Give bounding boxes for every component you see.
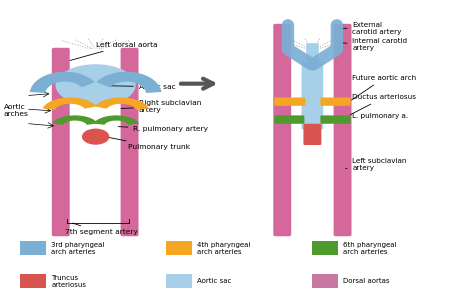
Polygon shape [93,115,139,125]
Ellipse shape [82,129,109,145]
Text: Aortic sac: Aortic sac [197,278,232,284]
Polygon shape [43,98,97,110]
Text: Aortic
arches: Aortic arches [4,104,28,117]
Text: Internal carotid
artery: Internal carotid artery [340,38,408,51]
Ellipse shape [55,64,136,106]
Text: 4th pharyngeal
arch arteries: 4th pharyngeal arch arteries [197,242,251,255]
FancyBboxPatch shape [320,98,351,106]
FancyBboxPatch shape [274,115,304,124]
Bar [20,241,46,255]
Text: Left dorsal aorta: Left dorsal aorta [70,42,157,60]
Polygon shape [52,115,98,125]
Text: External
carotid artery: External carotid artery [340,22,402,35]
Text: Dorsal aortas: Dorsal aortas [344,278,390,284]
Text: Future aortic arch: Future aortic arch [351,75,417,100]
FancyBboxPatch shape [274,98,305,106]
Text: 6th pharyngeal
arch arteries: 6th pharyngeal arch arteries [344,242,397,255]
FancyBboxPatch shape [52,48,70,236]
Text: Aortic sac: Aortic sac [110,84,176,90]
FancyBboxPatch shape [320,115,351,124]
Bar [166,241,192,255]
Text: L. pulmonary a.: L. pulmonary a. [348,113,409,122]
FancyBboxPatch shape [273,24,291,236]
FancyBboxPatch shape [301,62,323,130]
Text: Ductus arteriosus: Ductus arteriosus [350,94,417,115]
Bar [312,241,338,255]
FancyBboxPatch shape [303,124,321,145]
Text: 3rd pharyngeal
arch arteries: 3rd pharyngeal arch arteries [51,242,105,255]
Polygon shape [95,98,149,110]
Polygon shape [96,72,162,93]
Text: Truncus
arteriosus: Truncus arteriosus [51,275,86,288]
Text: R. pulmonary artery: R. pulmonary artery [118,127,209,133]
Bar [166,274,192,288]
FancyBboxPatch shape [120,48,138,236]
FancyBboxPatch shape [334,24,352,236]
Text: Left subclavian
artery: Left subclavian artery [346,158,407,171]
Polygon shape [30,72,95,93]
Bar [312,274,338,288]
Text: Right subclavian
artery: Right subclavian artery [121,100,201,113]
Text: Pulmonary trunk: Pulmonary trunk [109,137,190,150]
Bar [20,274,46,288]
Text: 7th segment artery: 7th segment artery [65,223,138,235]
